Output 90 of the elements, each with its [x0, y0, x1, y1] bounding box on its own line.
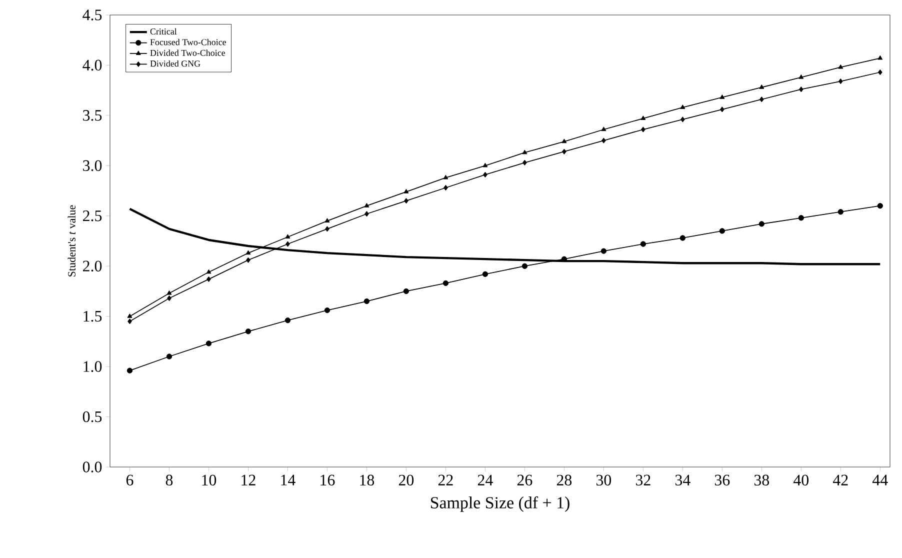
point: [128, 318, 132, 324]
point: [758, 221, 764, 227]
point: [364, 211, 369, 217]
x-tick-label: 38: [754, 474, 770, 486]
point: [246, 250, 251, 255]
point: [324, 218, 330, 222]
point: [522, 263, 528, 269]
x-tick-label: 16: [320, 474, 335, 486]
point: [640, 126, 646, 132]
point: [838, 78, 843, 84]
point: [403, 288, 410, 294]
x-tick-label: 12: [242, 474, 256, 486]
legend-label: Focused Two-Choice: [150, 38, 226, 46]
point: [443, 174, 448, 180]
x-tick-label: 6: [126, 474, 134, 486]
x-tick-label: 30: [596, 474, 612, 486]
y-tick-label: 2.0: [83, 260, 102, 272]
point: [720, 106, 724, 112]
point: [482, 162, 488, 168]
point: [798, 86, 804, 92]
point: [324, 307, 330, 314]
point: [798, 74, 804, 79]
point: [838, 64, 844, 69]
point: [206, 269, 212, 274]
point: [759, 96, 764, 102]
point: [522, 160, 527, 166]
point: [601, 126, 606, 132]
y-axis-title: Student's t value: [68, 205, 76, 276]
y-tick-label: 2.5: [83, 210, 102, 222]
point: [166, 354, 172, 360]
point: [838, 209, 844, 215]
y-tick-label: 4.5: [82, 10, 102, 20]
point: [640, 116, 646, 120]
legend-label: Divided Two-Choice: [150, 50, 226, 56]
x-tick-label: 44: [872, 474, 888, 486]
y-tick-label: 4.0: [82, 60, 102, 71]
y-tick-label: 1.5: [84, 310, 102, 322]
point: [601, 138, 606, 144]
x-tick-label: 26: [517, 474, 532, 486]
x-tick-label: 36: [714, 474, 730, 486]
point: [877, 203, 883, 209]
point: [286, 241, 290, 247]
point: [562, 138, 567, 144]
point: [878, 69, 882, 76]
point: [285, 234, 290, 239]
point: [680, 235, 686, 241]
y-tick-label: 3.0: [83, 160, 102, 172]
point: [245, 328, 252, 334]
y-tick-label: 3.5: [83, 110, 102, 121]
point: [600, 248, 607, 254]
point: [482, 271, 488, 277]
x-tick-label: 22: [438, 474, 453, 486]
x-tick-label: 42: [832, 474, 848, 486]
point: [522, 150, 528, 154]
point: [166, 290, 172, 295]
point: [246, 257, 250, 263]
point: [364, 203, 370, 208]
point: [126, 368, 133, 374]
point: [719, 228, 725, 234]
point: [680, 104, 686, 109]
x-tick-label: 20: [398, 474, 414, 486]
legend-label: Divided GNG: [150, 60, 200, 67]
x-axis-title: Sample Size (df + 1): [430, 496, 570, 512]
point: [206, 340, 212, 346]
x-tick-label: 24: [478, 474, 493, 486]
x-tick-label: 28: [556, 474, 572, 486]
x-tick-label: 40: [793, 474, 809, 486]
point: [680, 116, 685, 122]
point: [720, 94, 725, 99]
point: [284, 318, 291, 324]
point: [325, 226, 330, 232]
x-tick-label: 32: [636, 474, 650, 486]
point: [759, 84, 764, 89]
x-tick-label: 10: [202, 474, 216, 486]
y-tick-label: 0.0: [82, 462, 102, 472]
x-tick-label: 34: [675, 474, 690, 486]
point: [640, 241, 646, 247]
point: [442, 280, 449, 286]
y-tick-label: 0.5: [82, 411, 102, 422]
point: [404, 188, 409, 194]
point: [364, 298, 370, 304]
point: [562, 148, 566, 154]
point: [798, 215, 804, 221]
legend-label: Critical: [150, 28, 177, 35]
x-tick-label: 18: [360, 474, 374, 486]
y-tick-label: 1.0: [84, 361, 102, 372]
x-tick-label: 8: [166, 474, 173, 486]
point: [878, 55, 883, 60]
x-tick-label: 14: [281, 474, 296, 486]
point: [127, 313, 132, 318]
